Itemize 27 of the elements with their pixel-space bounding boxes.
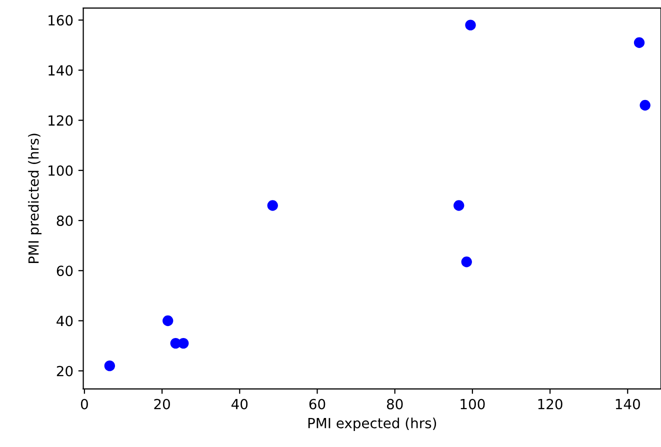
y-tick-label: 140 <box>48 65 73 76</box>
y-tick-label: 100 <box>48 165 73 176</box>
point <box>178 338 189 349</box>
y-tick-label: 80 <box>56 215 73 226</box>
x-axis-title: PMI expected (hrs) <box>308 418 436 432</box>
point <box>162 315 174 326</box>
x-tick-label: 40 <box>231 398 248 410</box>
point <box>267 200 278 211</box>
y-tick-label: 160 <box>48 15 73 26</box>
y-tick-label: 20 <box>56 366 73 376</box>
point <box>104 360 116 372</box>
point <box>640 100 650 111</box>
y-axis-title: PMI predicted (hrs) <box>28 134 42 263</box>
x-tick-label: 20 <box>154 398 170 410</box>
x-tick-label: 0 <box>80 398 88 410</box>
point <box>461 256 472 268</box>
y-tick-label: 120 <box>48 115 73 126</box>
y-tick-label: 40 <box>56 316 73 326</box>
point <box>465 20 476 30</box>
x-tick-label: 120 <box>538 398 562 410</box>
point <box>634 37 645 48</box>
x-tick-label: 60 <box>309 398 326 410</box>
x-tick-label: 80 <box>386 398 403 410</box>
x-tick-label: 140 <box>616 398 640 410</box>
x-tick-label: 100 <box>460 398 485 410</box>
point <box>454 200 464 211</box>
y-tick-label: 60 <box>56 266 73 276</box>
